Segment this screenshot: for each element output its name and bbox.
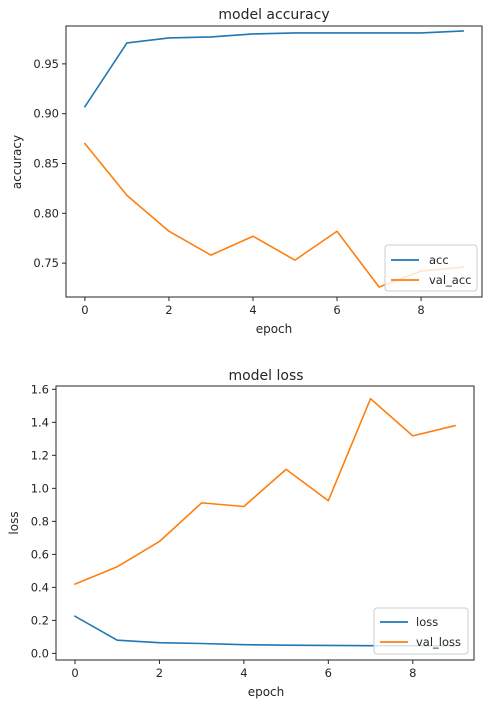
legend-label-loss: loss bbox=[416, 615, 438, 629]
series-line-val-loss bbox=[73, 397, 456, 586]
accuracy-legend: acc val_acc bbox=[384, 244, 478, 292]
loss-y-tick-label: 1.0 bbox=[31, 481, 49, 495]
legend-label-val-loss: val_loss bbox=[416, 635, 461, 649]
loss-y-tick-label: 0.4 bbox=[31, 580, 49, 594]
loss-y-tick-label: 0.8 bbox=[31, 514, 49, 528]
accuracy-x-tick-label: 2 bbox=[165, 303, 172, 317]
loss-y-tick-label: 1.2 bbox=[31, 448, 49, 462]
accuracy-y-tick-label: 0.80 bbox=[33, 206, 59, 220]
accuracy-x-tick-label: 0 bbox=[81, 303, 88, 317]
loss-chart: model loss 0.0 0.2 0.4 0.6 0.8 1.0 1.2 1.4 1.6 0… bbox=[7, 368, 475, 699]
loss-x-tick-label: 6 bbox=[325, 666, 332, 680]
loss-plot-frame bbox=[55, 385, 475, 661]
accuracy-y-tick-label: 0.75 bbox=[33, 256, 59, 270]
accuracy-chart-title: model accuracy bbox=[218, 7, 329, 23]
accuracy-chart: model accuracy 0.75 0.80 0.85 0.90 0.95 0 2 4 6… bbox=[10, 7, 483, 336]
accuracy-y-tick-label: 0.90 bbox=[33, 107, 59, 121]
loss-y-tick-label: 0.6 bbox=[31, 547, 49, 561]
accuracy-x-tick-label: 6 bbox=[333, 303, 340, 317]
accuracy-y-tick-label: 0.95 bbox=[33, 57, 59, 71]
accuracy-x-axis: 0 2 4 6 8 bbox=[81, 297, 425, 317]
loss-x-axis: 0 2 4 6 8 bbox=[71, 660, 416, 680]
legend-label-acc: acc bbox=[429, 253, 449, 267]
loss-chart-title: model loss bbox=[228, 368, 303, 384]
accuracy-plot-frame bbox=[65, 25, 483, 298]
series-line-acc bbox=[83, 30, 464, 108]
loss-x-tick-label: 8 bbox=[409, 666, 416, 680]
accuracy-x-tick-label: 8 bbox=[417, 303, 424, 317]
loss-y-tick-label: 0.0 bbox=[31, 646, 49, 660]
loss-legend: loss val_loss bbox=[373, 607, 469, 655]
loss-x-tick-label: 0 bbox=[71, 666, 78, 680]
legend-label-val-acc: val_acc bbox=[429, 273, 472, 287]
loss-y-tick-label: 1.6 bbox=[31, 382, 49, 396]
accuracy-y-axis-label: accuracy bbox=[10, 135, 24, 189]
loss-y-axis: 0.0 0.2 0.4 0.6 0.8 1.0 1.2 1.4 1.6 bbox=[31, 382, 56, 660]
loss-x-axis-label: epoch bbox=[248, 685, 285, 699]
accuracy-y-axis: 0.75 0.80 0.85 0.90 0.95 bbox=[33, 57, 66, 270]
accuracy-x-axis-label: epoch bbox=[256, 322, 293, 336]
loss-x-tick-label: 4 bbox=[240, 666, 247, 680]
loss-x-tick-label: 2 bbox=[156, 666, 163, 680]
loss-y-axis-label: loss bbox=[7, 511, 21, 534]
loss-y-tick-label: 1.4 bbox=[31, 415, 49, 429]
accuracy-y-tick-label: 0.85 bbox=[33, 156, 59, 170]
accuracy-x-tick-label: 4 bbox=[249, 303, 256, 317]
loss-y-tick-label: 0.2 bbox=[31, 613, 49, 627]
